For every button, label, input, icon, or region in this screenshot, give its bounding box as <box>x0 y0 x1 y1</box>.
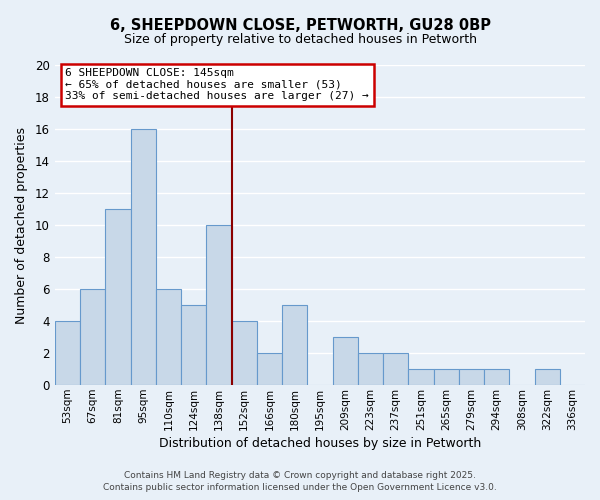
Bar <box>434 369 459 385</box>
Bar <box>206 225 232 385</box>
Bar <box>232 321 257 385</box>
Bar <box>131 129 156 385</box>
Bar <box>257 353 282 385</box>
Text: Size of property relative to detached houses in Petworth: Size of property relative to detached ho… <box>124 32 476 46</box>
Bar <box>332 337 358 385</box>
Y-axis label: Number of detached properties: Number of detached properties <box>15 126 28 324</box>
Text: 6, SHEEPDOWN CLOSE, PETWORTH, GU28 0BP: 6, SHEEPDOWN CLOSE, PETWORTH, GU28 0BP <box>110 18 491 32</box>
Bar <box>80 289 106 385</box>
Bar <box>383 353 408 385</box>
Text: Contains HM Land Registry data © Crown copyright and database right 2025.
Contai: Contains HM Land Registry data © Crown c… <box>103 471 497 492</box>
Bar <box>535 369 560 385</box>
Bar <box>282 305 307 385</box>
Text: 6 SHEEPDOWN CLOSE: 145sqm
← 65% of detached houses are smaller (53)
33% of semi-: 6 SHEEPDOWN CLOSE: 145sqm ← 65% of detac… <box>65 68 369 102</box>
Bar <box>459 369 484 385</box>
Bar <box>358 353 383 385</box>
Bar <box>106 209 131 385</box>
X-axis label: Distribution of detached houses by size in Petworth: Distribution of detached houses by size … <box>159 437 481 450</box>
Bar <box>181 305 206 385</box>
Bar <box>408 369 434 385</box>
Bar <box>484 369 509 385</box>
Bar <box>55 321 80 385</box>
Bar <box>156 289 181 385</box>
